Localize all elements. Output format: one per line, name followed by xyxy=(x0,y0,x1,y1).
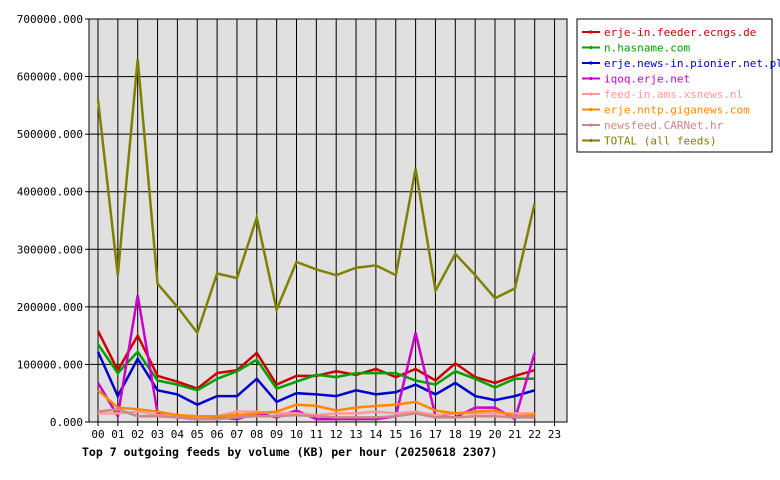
x-tick-label: 22 xyxy=(528,428,541,441)
x-tick-label: 03 xyxy=(151,428,164,441)
legend-box xyxy=(576,18,773,153)
chart-title: Top 7 outgoing feeds by volume (KB) per … xyxy=(82,445,497,459)
x-tick-label: 09 xyxy=(270,428,283,441)
series-line-2 xyxy=(96,351,536,407)
plot-area xyxy=(89,19,567,422)
legend-marker xyxy=(589,30,593,34)
legend-marker xyxy=(589,61,593,65)
legend: erje-in.feeder.ecngs.de n.hasname.com erje… xyxy=(576,18,780,153)
legend-label: n.hasname.com xyxy=(604,42,690,55)
legend-items: erje-in.feeder.ecngs.de n.hasname.com erje… xyxy=(582,26,780,148)
x-tick-label: 17 xyxy=(429,428,442,441)
x-tick-label: 02 xyxy=(131,428,144,441)
grid xyxy=(89,18,567,423)
legend-marker xyxy=(589,107,593,112)
x-tick-label: 11 xyxy=(310,428,323,441)
y-tick-label: 300000.000 xyxy=(17,243,83,256)
x-tick-label: 15 xyxy=(389,428,402,441)
x-tick-label: 04 xyxy=(171,428,185,441)
x-tick-label: 10 xyxy=(290,428,303,441)
y-tick-label: 700000.000 xyxy=(17,13,83,26)
legend-label: feed-in.ams.xsnews.nl xyxy=(604,88,743,101)
series-line-1 xyxy=(96,343,535,392)
x-tick-label: 00 xyxy=(91,428,104,441)
y-tick-label: 200000.000 xyxy=(17,301,83,314)
legend-label: erje.news-in.pionier.net.pl xyxy=(604,57,780,70)
x-tick-label: 20 xyxy=(488,428,501,441)
x-tick-label: 08 xyxy=(250,428,263,441)
legend-label: erje.nntp.giganews.com xyxy=(604,104,750,117)
x-axis: 00 01 02 03 04 05 06 07 08 09 10 11 12 13 14 15 16 17 18 19… xyxy=(91,422,561,441)
x-tick-label: 18 xyxy=(449,428,462,441)
legend-marker xyxy=(589,138,593,143)
x-tick-label: 07 xyxy=(230,428,243,441)
y-axis: 0.000 100000.000 200000.000 300000.000 40000… xyxy=(17,13,89,429)
legend-label: iqoq.erje.net xyxy=(604,73,690,86)
legend-label: erje-in.feeder.ecngs.de xyxy=(604,26,756,39)
series-group xyxy=(96,59,536,421)
x-tick-label: 05 xyxy=(191,428,204,441)
legend-marker xyxy=(589,92,593,96)
x-tick-label: 19 xyxy=(469,428,482,441)
series-line-7 xyxy=(96,59,536,336)
x-tick-label: 12 xyxy=(330,428,343,441)
legend-marker xyxy=(589,45,593,50)
x-tick-label: 13 xyxy=(349,428,362,441)
x-tick-label: 23 xyxy=(548,428,561,441)
legend-label: newsfeed.CARNet.hr xyxy=(604,119,724,132)
x-tick-label: 06 xyxy=(210,428,223,441)
x-tick-label: 16 xyxy=(409,428,422,441)
series-line-6 xyxy=(97,408,535,421)
y-tick-label: 600000.000 xyxy=(17,71,83,84)
y-tick-label: 400000.000 xyxy=(17,186,83,199)
x-tick-label: 14 xyxy=(369,428,383,441)
legend-label: TOTAL (all feeds) xyxy=(604,135,717,148)
x-tick-label: 01 xyxy=(111,428,124,441)
series-line-5 xyxy=(97,389,535,418)
y-tick-label: 100000.000 xyxy=(17,358,83,371)
y-tick-label: 0.000 xyxy=(50,416,83,429)
legend-marker xyxy=(589,123,593,127)
legend-marker xyxy=(589,76,593,81)
y-tick-label: 500000.000 xyxy=(17,128,83,141)
x-tick-label: 21 xyxy=(508,428,521,441)
plot-border xyxy=(88,18,568,423)
